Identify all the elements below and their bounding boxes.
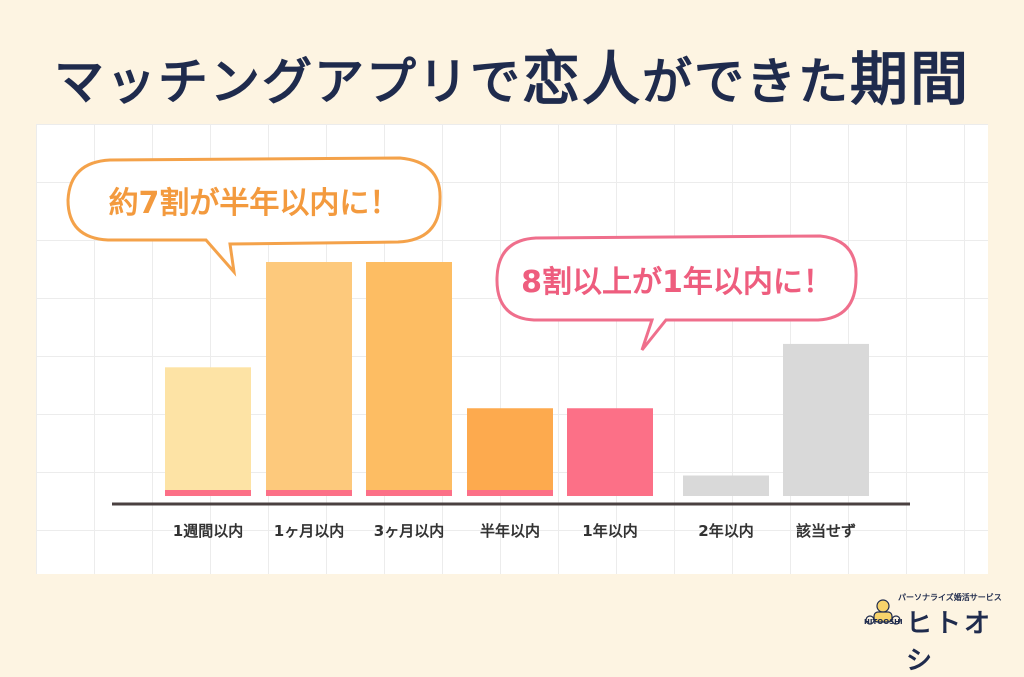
bar-5 [567,408,653,496]
bar-4-pink-base [467,490,553,496]
brand-mascot-icon [865,599,901,625]
bar-2-pink-base [266,490,352,496]
title-part1: マッチングアプリで [53,53,522,111]
bar-6 [683,475,769,496]
bar-7 [783,343,869,496]
bar-3-pink-base [366,490,452,496]
bar-1 [165,367,251,496]
bar-1-pink-base [165,490,251,496]
x-tick-label-7: 該当せず [796,522,856,540]
brand-logo: HITOOSHI パーソナライズ婚活サービス ヒトオシ [862,590,1012,676]
x-tick-label-4: 半年以内 [480,522,540,540]
x-tick-label-3: 3ヶ月以内 [374,522,444,540]
brand-tagline: パーソナライズ婚活サービス [898,593,1002,602]
bar-2 [266,262,352,496]
x-tick-label-5: 1年以内 [582,522,637,540]
callout-orange-bubble [66,156,442,277]
bar-chart: 1週間以内 1ヶ月以内 3ヶ月以内 半年以内 1年以内 2年以内 該当せず [66,156,910,540]
bar-4 [467,408,553,496]
title-part4: 期間 [850,45,971,113]
page-title: マッチングアプリで恋人ができた期間 [0,32,1024,116]
brand-name: ヒトオシ [906,609,994,676]
callout-pink-bubble [495,234,858,351]
x-tick-label-1: 1週間以内 [173,522,243,540]
x-tick-label-6: 2年以内 [698,522,753,540]
brand-mark-text: HITOOSHI [864,618,903,626]
x-tick-label-2: 1ヶ月以内 [274,522,344,540]
bar-3 [366,262,452,496]
title-part3: ができた [642,53,850,111]
title-part2: 恋人 [521,45,642,113]
